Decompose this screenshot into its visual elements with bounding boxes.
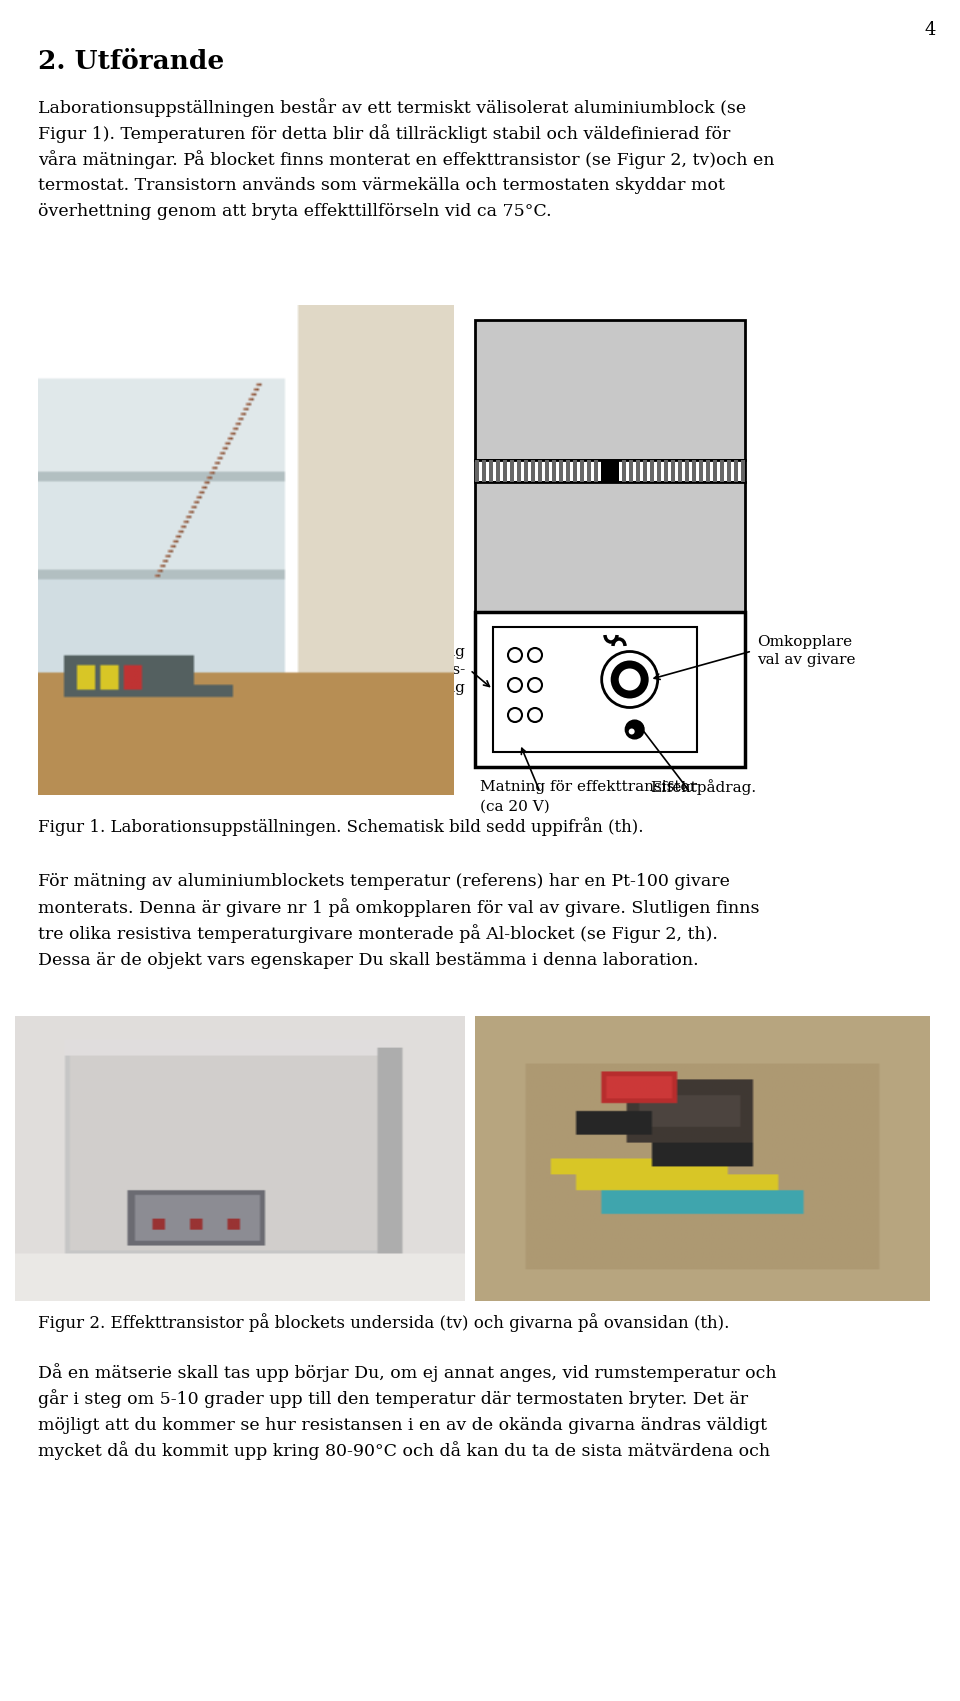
- Bar: [594, 459, 597, 481]
- Text: Omkopplare: Omkopplare: [757, 634, 852, 650]
- Bar: [657, 459, 660, 481]
- Bar: [741, 459, 745, 481]
- Bar: [734, 459, 737, 481]
- Text: termostat. Transistorn används som värmekälla och termostaten skyddar mot: termostat. Transistorn används som värme…: [38, 177, 725, 194]
- Text: mycket då du kommit upp kring 80-90°C och då kan du ta de sista mätvärdena och: mycket då du kommit upp kring 80-90°C oc…: [38, 1441, 770, 1461]
- Bar: [671, 459, 675, 481]
- Bar: [559, 459, 563, 481]
- Bar: [692, 459, 695, 481]
- Text: Då en mätserie skall tas upp börjar Du, om ej annat anges, vid rumstemperatur oc: Då en mätserie skall tas upp börjar Du, …: [38, 1364, 777, 1383]
- Text: Effektpådrag.: Effektpådrag.: [650, 779, 756, 794]
- Bar: [524, 459, 527, 481]
- Bar: [482, 459, 486, 481]
- Bar: [601, 459, 619, 481]
- Bar: [475, 320, 745, 459]
- Bar: [531, 459, 535, 481]
- Bar: [629, 459, 633, 481]
- Circle shape: [528, 708, 542, 721]
- Circle shape: [618, 668, 640, 691]
- Text: Dessa är de objekt vars egenskaper Du skall bestämma i denna laboration.: Dessa är de objekt vars egenskaper Du sk…: [38, 951, 699, 968]
- Bar: [496, 459, 499, 481]
- Circle shape: [508, 708, 522, 721]
- Bar: [664, 459, 667, 481]
- Text: Figur 1). Temperaturen för detta blir då tillräckligt stabil och väldefinierad f: Figur 1). Temperaturen för detta blir då…: [38, 124, 731, 143]
- Circle shape: [528, 648, 542, 662]
- Bar: [685, 459, 688, 481]
- Text: för fyrpols-: för fyrpols-: [380, 663, 465, 677]
- Bar: [475, 612, 745, 767]
- Bar: [538, 459, 541, 481]
- Text: Anslutning: Anslutning: [381, 645, 465, 658]
- Circle shape: [626, 721, 644, 738]
- Bar: [650, 459, 654, 481]
- Bar: [566, 459, 569, 481]
- Bar: [489, 459, 492, 481]
- Bar: [601, 459, 605, 481]
- Bar: [727, 459, 731, 481]
- Bar: [552, 459, 556, 481]
- Text: möjligt att du kommer se hur resistansen i en av de okända givarna ändras väldig: möjligt att du kommer se hur resistansen…: [38, 1417, 767, 1434]
- Bar: [493, 628, 697, 752]
- Bar: [636, 459, 639, 481]
- Text: Laborationsuppställningen består av ett termiskt välisolerat aluminiumblock (se: Laborationsuppställningen består av ett …: [38, 99, 746, 117]
- Text: våra mätningar. På blocket finns monterat en effekttransistor (se Figur 2, tv)oc: våra mätningar. På blocket finns montera…: [38, 151, 775, 170]
- Bar: [713, 459, 716, 481]
- Bar: [720, 459, 724, 481]
- Circle shape: [629, 728, 635, 735]
- Text: mätning: mätning: [401, 680, 465, 696]
- Text: går i steg om 5-10 grader upp till den temperatur där termostaten bryter. Det är: går i steg om 5-10 grader upp till den t…: [38, 1390, 748, 1408]
- Circle shape: [508, 679, 522, 692]
- Text: Matning för effekttransistor: Matning för effekttransistor: [480, 781, 697, 794]
- Circle shape: [528, 679, 542, 692]
- Text: Figur 2. Effekttransistor på blockets undersida (tv) och givarna på ovansidan (t: Figur 2. Effekttransistor på blockets un…: [38, 1313, 730, 1332]
- Bar: [580, 459, 584, 481]
- Text: val av givare: val av givare: [757, 653, 855, 667]
- Bar: [615, 459, 618, 481]
- Text: (ca 20 V): (ca 20 V): [480, 799, 550, 815]
- Text: För mätning av aluminiumblockets temperatur (referens) har en Pt-100 givare: För mätning av aluminiumblockets tempera…: [38, 874, 730, 891]
- Bar: [475, 459, 478, 481]
- Text: 2. Utförande: 2. Utförande: [38, 49, 225, 75]
- Bar: [475, 459, 745, 481]
- Bar: [608, 459, 612, 481]
- Bar: [587, 459, 590, 481]
- Bar: [517, 459, 520, 481]
- Bar: [706, 459, 709, 481]
- Bar: [678, 459, 682, 481]
- Text: tre olika resistiva temperaturgivare monterade på Al-blocket (se Figur 2, th).: tre olika resistiva temperaturgivare mon…: [38, 925, 718, 944]
- Text: överhettning genom att bryta effekttillförseln vid ca 75°C.: överhettning genom att bryta effekttillf…: [38, 204, 552, 221]
- Bar: [699, 459, 703, 481]
- Bar: [510, 459, 514, 481]
- Circle shape: [602, 651, 658, 708]
- Circle shape: [508, 648, 522, 662]
- Bar: [475, 481, 745, 612]
- Text: 4: 4: [924, 20, 936, 39]
- Text: Figur 1. Laborationsuppställningen. Schematisk bild sedd uppifrån (th).: Figur 1. Laborationsuppställningen. Sche…: [38, 818, 643, 837]
- Bar: [573, 459, 577, 481]
- Bar: [503, 459, 507, 481]
- Circle shape: [611, 660, 649, 699]
- Bar: [545, 459, 548, 481]
- Bar: [643, 459, 646, 481]
- Text: monterats. Denna är givare nr 1 på omkopplaren för val av givare. Slutligen finn: monterats. Denna är givare nr 1 på omkop…: [38, 898, 759, 917]
- Bar: [622, 459, 626, 481]
